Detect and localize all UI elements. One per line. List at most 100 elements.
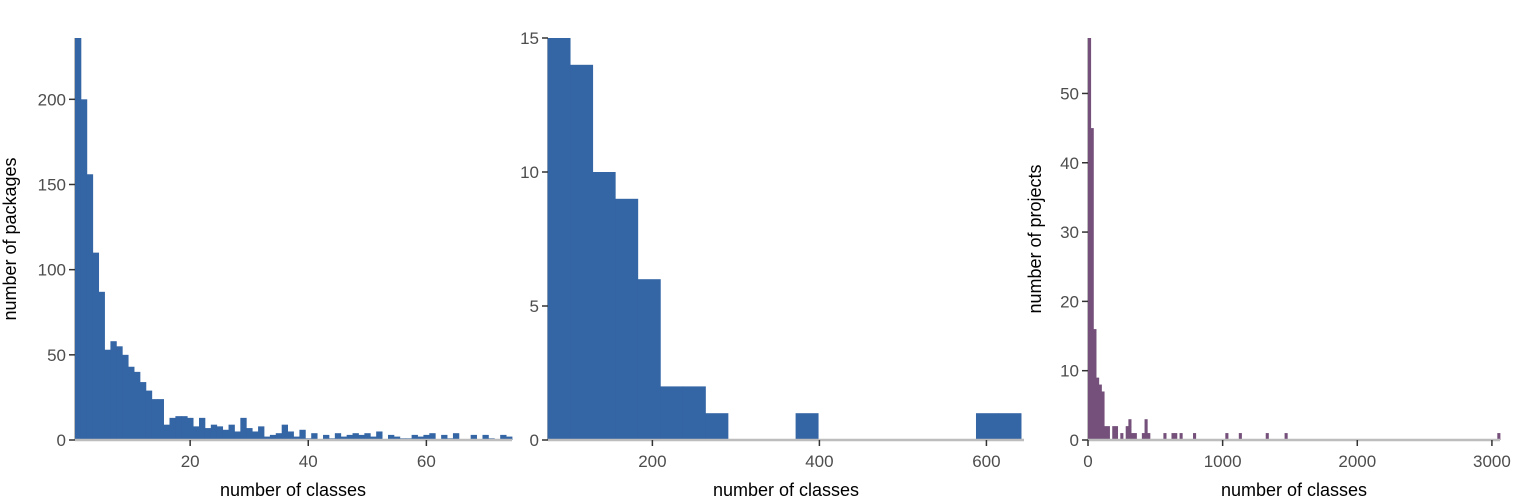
bar	[1090, 128, 1094, 440]
y-tick-label: 100	[38, 261, 66, 280]
bar	[228, 424, 235, 440]
bar	[281, 424, 288, 440]
bar	[1284, 433, 1288, 440]
bar	[500, 434, 507, 440]
bar	[104, 349, 111, 440]
bar	[370, 436, 377, 440]
bar	[216, 426, 224, 440]
bar	[299, 429, 306, 440]
bar	[1106, 426, 1110, 440]
bar	[470, 434, 477, 440]
x-tick-label: 600	[972, 452, 1000, 471]
bar	[1225, 433, 1229, 440]
bar	[275, 433, 283, 440]
panel-large-packages: 0 5 10 15 200 400 600 number of classes	[520, 29, 1024, 499]
y-tick-label: 200	[38, 90, 66, 109]
x-tick-label: 0	[1083, 452, 1092, 471]
bar	[80, 99, 88, 440]
bar	[1265, 433, 1269, 440]
bar	[263, 436, 271, 440]
y-tick-label: 10	[1060, 362, 1079, 381]
bar	[269, 434, 277, 440]
bar	[287, 431, 294, 440]
bar	[570, 64, 594, 441]
bar	[998, 413, 1022, 440]
bar	[234, 431, 241, 440]
bar	[1171, 433, 1175, 440]
panel-1-y-axis-title: number of packages	[0, 157, 20, 320]
bar	[1147, 433, 1151, 440]
bar	[795, 413, 819, 440]
bar	[122, 354, 129, 440]
bar	[169, 417, 176, 440]
bar	[387, 434, 395, 440]
bar	[705, 413, 729, 440]
bar	[452, 433, 460, 440]
bar	[98, 291, 105, 440]
bar	[193, 426, 200, 440]
y-tick-label: 0	[1070, 431, 1079, 450]
bar	[1096, 377, 1100, 440]
y-tick-label: 5	[530, 297, 539, 316]
bar	[393, 436, 401, 440]
bar	[240, 417, 247, 440]
bar	[411, 434, 418, 440]
bar	[482, 434, 489, 440]
panel-3-bars	[1088, 38, 1501, 440]
bar	[358, 434, 365, 440]
panel-1-x-axis-title: number of classes	[220, 480, 366, 499]
bar	[323, 434, 330, 440]
bar	[258, 426, 265, 440]
bar	[615, 198, 639, 440]
bar	[1114, 426, 1119, 440]
x-tick-label: 1000	[1204, 452, 1242, 471]
bar	[1163, 433, 1167, 440]
bar	[1098, 384, 1102, 440]
bar	[210, 424, 218, 440]
bar	[364, 433, 371, 440]
y-tick-label: 20	[1060, 292, 1079, 311]
panel-3-ticks: 0 10 20 30 40 50 0 1000 2000 3000	[1060, 84, 1511, 471]
bar	[110, 341, 117, 440]
bar	[157, 399, 164, 440]
y-tick-label: 0	[530, 431, 539, 450]
panel-3-y-axis-title: number of projects	[1025, 164, 1045, 313]
y-tick-label: 0	[57, 431, 66, 450]
x-tick-label: 400	[805, 452, 833, 471]
bar	[1112, 426, 1116, 440]
x-tick-label: 200	[638, 452, 666, 471]
y-tick-label: 150	[38, 175, 66, 194]
bar	[116, 346, 123, 440]
bar	[175, 416, 182, 440]
panel-2-bars	[547, 38, 1022, 441]
bar	[1088, 38, 1092, 440]
bar	[1093, 329, 1097, 440]
bar	[1131, 433, 1135, 440]
bar	[128, 366, 135, 440]
bar	[506, 436, 513, 440]
bar	[145, 390, 153, 440]
y-tick-label: 50	[47, 346, 66, 365]
bar	[1104, 426, 1108, 440]
bar	[637, 279, 661, 440]
bar	[1120, 433, 1124, 440]
bar	[660, 386, 684, 440]
bar	[975, 413, 999, 440]
panel-1-bars	[75, 38, 513, 440]
y-tick-label: 40	[1060, 154, 1079, 173]
bar	[222, 429, 229, 440]
bar	[134, 371, 141, 440]
bar	[352, 433, 359, 440]
panel-3-x-axis-title: number of classes	[1221, 480, 1367, 499]
bar	[1141, 433, 1145, 440]
x-tick-label: 3000	[1473, 452, 1511, 471]
bar	[441, 434, 448, 440]
bar	[252, 431, 259, 440]
bar	[181, 416, 188, 440]
bar	[1174, 433, 1178, 440]
bar	[682, 386, 706, 440]
bar	[86, 174, 94, 440]
x-tick-label: 2000	[1338, 452, 1376, 471]
panel-project-classes: 0 10 20 30 40 50 0 1000 2000 3000 number of class…	[1025, 38, 1511, 499]
